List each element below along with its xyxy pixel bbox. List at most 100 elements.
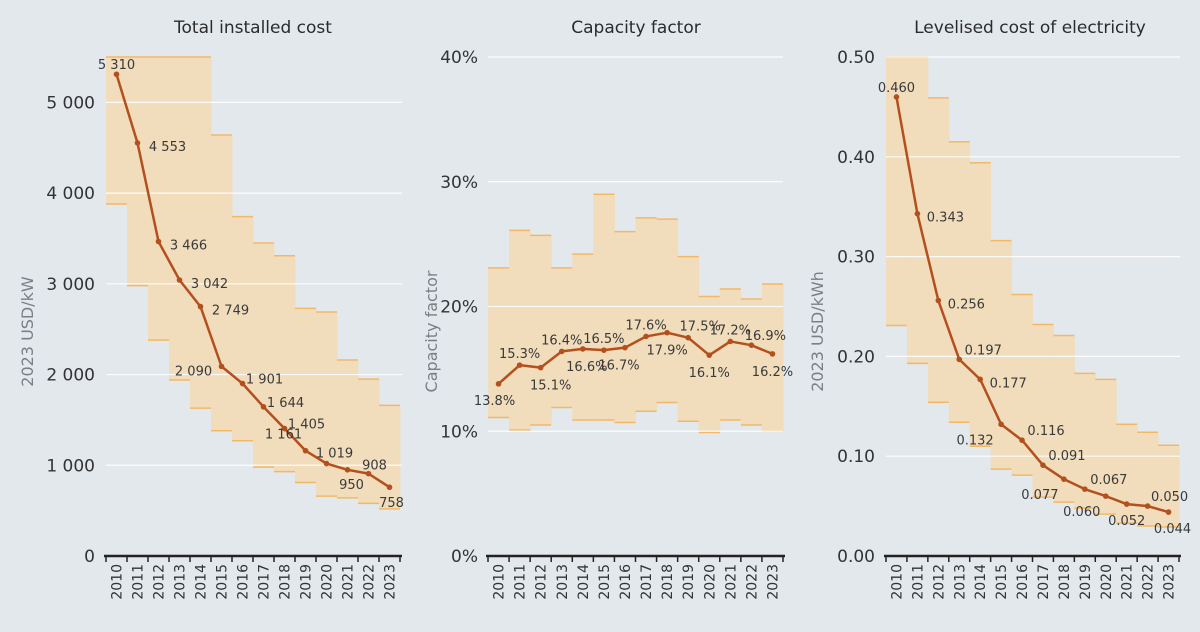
data-point-2014 [977,376,983,383]
x-tick-label: 2014 [973,564,989,600]
x-tick-label: 2022 [744,564,760,600]
data-point-2016 [239,380,246,387]
panel-0: 0 1 000 2 000 3 000 4 000 5 000 2010 2011 2012 20… [18,18,404,600]
y-tick-label: 0.00 [837,547,875,567]
data-label-2013: 3 042 [191,277,228,292]
x-tick-label: 2012 [931,564,947,600]
data-point-2020 [706,352,713,358]
x-tick-label: 2021 [723,564,739,600]
data-label-2017: 17.6% [625,318,666,333]
series-line [895,96,1169,514]
x-tick-label: 2023 [383,564,399,600]
data-label-2013: 0.197 [965,343,1002,358]
data-point-2013 [176,277,183,283]
data-label-2021: 0.052 [1108,514,1145,529]
band-2016 [614,231,636,423]
band-2020 [1095,379,1117,515]
data-label-2022: 16.9% [745,329,786,344]
data-label-2016: 0.116 [1027,424,1064,439]
band-2014 [572,254,594,421]
data-label-2012: 0.256 [948,298,985,313]
series-line [115,73,391,489]
band-2023 [1158,445,1180,528]
data-point-2022 [365,470,372,477]
data-label-2014: 16.6% [566,360,607,375]
x-tick-label: 2015 [215,564,231,600]
x-tick-label: 2018 [278,564,294,600]
data-point-2017 [643,333,649,340]
data-point-2012 [935,297,942,304]
x-tick-label: 2013 [555,564,571,600]
y-tick-label: 0.40 [837,148,875,168]
band-2013 [551,267,573,408]
data-point-2015 [998,421,1004,428]
data-label-2021: 950 [339,478,364,493]
band-2022 [1137,432,1159,527]
data-label-2010: 13.8% [474,394,515,409]
data-point-2017 [260,404,267,410]
x-tick-label: 2010 [889,564,905,600]
y-tick-label: 3 000 [46,275,95,295]
data-label-2019: 17.5% [680,320,721,335]
y-tick-label: 0% [451,547,478,567]
y-tick-label: 0.30 [837,248,875,268]
data-label-2016: 16.7% [598,359,639,374]
x-tick-label: 2019 [1078,564,1094,600]
data-point-2014 [197,303,204,310]
data-label-2020: 1 019 [316,447,353,462]
data-label-2021: 17.2% [710,323,751,338]
x-tick-label: 2015 [597,564,613,600]
band-2012 [148,57,170,341]
data-point-2019 [685,334,691,341]
y-axis-title: 2023 USD/kW [18,276,37,387]
y-tick-label: 30% [440,173,478,193]
data-point-2011 [914,210,921,217]
x-tick-label: 2023 [1162,564,1178,600]
x-tick-label: 2022 [362,564,378,600]
data-label-2019: 1 161 [265,428,302,443]
x-tick-label: 2014 [194,564,210,600]
x-tick-label: 2020 [1099,564,1115,600]
data-label-2012: 15.1% [530,379,571,394]
band-2015 [593,194,615,421]
data-label-2010: 0.460 [878,81,915,96]
band-2011 [127,57,149,286]
x-tick-label: 2014 [576,564,592,600]
y-axis-title: Capacity factor [422,270,441,392]
x-tick-label: 2012 [152,564,168,600]
band-2016 [1011,294,1033,476]
band-2015 [211,135,233,431]
band-2021 [1116,424,1138,524]
data-label-2023: 758 [379,496,404,511]
data-point-2016 [622,344,628,351]
data-label-2016: 1 901 [246,373,283,388]
x-tick-label: 2020 [320,564,336,600]
data-label-2012: 3 466 [170,239,207,254]
band-2020 [316,311,338,497]
data-label-2017: 1 644 [267,396,304,411]
band-2022 [740,299,763,426]
x-tick-label: 2021 [341,564,357,600]
band-2018 [1053,335,1075,503]
band-2019 [295,308,317,483]
data-point-2022 [1144,503,1151,509]
chart-title: Total installed cost [173,18,332,38]
band-2021 [337,360,359,498]
data-point-2010 [113,71,120,78]
x-tick-label: 2015 [994,564,1010,600]
data-label-2023: 0.044 [1154,522,1191,537]
data-label-2018: 17.9% [646,344,687,359]
data-label-2020: 0.060 [1063,505,1100,520]
data-point-2011 [134,140,141,146]
data-point-2020 [1102,493,1109,499]
band-2016 [232,216,254,441]
x-tick-label: 2022 [1141,564,1157,600]
data-label-2015: 0.132 [956,433,993,448]
x-tick-label: 2023 [765,564,781,600]
band-2012 [927,97,950,403]
band-2011 [509,230,531,431]
data-label-2015: 2 090 [175,364,212,379]
band-2018 [656,219,679,403]
y-tick-label: 10% [440,422,478,442]
